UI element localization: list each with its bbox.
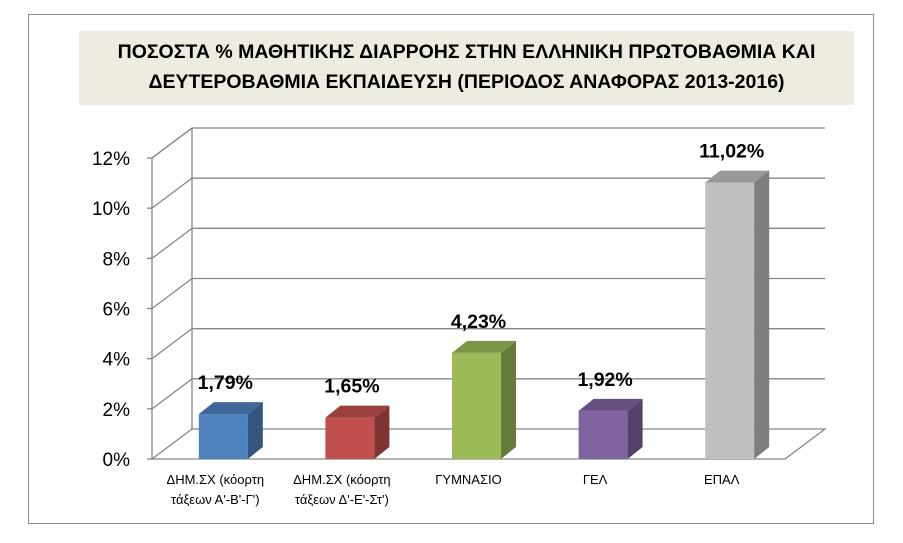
bar-top [198,402,263,415]
data-label: 1,65% [324,376,379,398]
gridline-diagonal [151,127,193,159]
gridline-diagonal [151,227,193,259]
category-label: ΔΗΜ.ΣΧ (κόορτη [293,472,391,487]
bar [578,398,643,459]
y-tick-label: 4% [103,350,131,371]
data-label: 11,02% [699,141,764,163]
category-label: ΓΕΛ [583,472,608,487]
bar-front [325,417,375,459]
bar-front [452,352,501,459]
bar-side [754,170,770,459]
category-label: ΕΠΑΛ [704,472,740,487]
bar [452,340,516,459]
bar-front [198,414,248,459]
bar-front [578,410,628,459]
gridline-diagonal [151,277,193,310]
y-tick-label: 10% [92,199,130,220]
category-label: τάξεων Δ'-Ε'-Στ') [295,492,389,507]
data-labels: 1,79% 1,65% 4,23% 1,92% 11,02% [198,141,765,398]
bar-side [374,405,390,459]
category-label: ΔΗΜ.ΣΧ (κόορτη [167,472,265,487]
y-axis-ticks: 0% 2% 4% 6% 8% 10% 12% [92,149,152,471]
bar-top [705,170,770,183]
y-tick-label: 8% [103,249,131,270]
gridline-diagonal [151,378,193,410]
bar [705,170,770,459]
bars [198,170,770,459]
chart-title-line-1: ΠΟΣΟΣΤΑ % ΜΑΘΗΤΙΚΗΣ ΔΙΑΡΡΟΗΣ ΣΤΗΝ ΕΛΛΗΝΙ… [117,41,816,63]
bar-top [452,340,516,353]
bar-top [325,405,390,418]
bar [325,405,390,459]
gridline-diagonal [151,328,193,360]
y-tick-label: 0% [103,450,131,471]
bar-side [627,398,643,459]
bar [198,402,263,459]
y-tick-label: 12% [92,149,130,170]
bar-side [501,340,516,459]
category-label: ΓΥΜΝΑΣΙΟ [435,472,501,487]
bar-front [705,182,755,459]
category-labels: ΔΗΜ.ΣΧ (κόορτη τάξεων Α'-Β'-Γ') ΔΗΜ.ΣΧ (κό… [167,472,740,507]
data-label: 1,92% [577,369,632,391]
chart-title: ΠΟΣΟΣΤΑ % ΜΑΘΗΤΙΚΗΣ ΔΙΑΡΡΟΗΣ ΣΤΗΝ ΕΛΛΗΝΙ… [79,31,854,105]
chart-title-line-2: ΔΕΥΤΕΡΟΒΑΘΜΙΑ ΕΚΠΑΙΔΕΥΣΗ (ΠΕΡΙΟΔΟΣ ΑΝΑΦΟ… [148,71,785,93]
y-tick-label: 2% [103,400,131,421]
y-tick-label: 6% [103,300,131,321]
data-label: 1,79% [198,372,253,394]
bar-side [247,402,263,459]
plot-floor [150,428,827,460]
data-label: 4,23% [451,311,506,333]
bar-top [578,398,643,411]
category-label: τάξεων Α'-Β'-Γ') [171,492,260,507]
gridline-diagonal [151,177,193,209]
